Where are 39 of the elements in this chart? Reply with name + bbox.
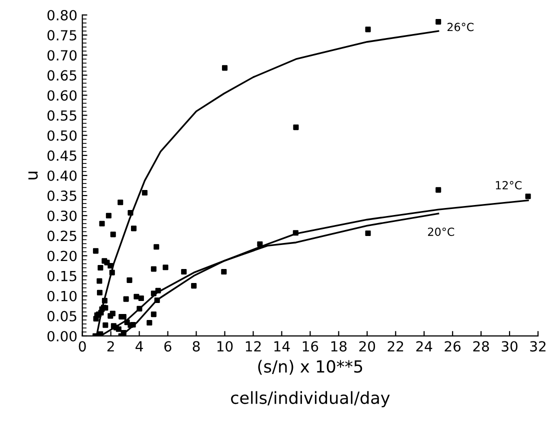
x-tick-label: 18: [331, 341, 347, 352]
y-tick-label: 0.70: [47, 50, 77, 61]
x-tick-label: 30: [502, 341, 518, 352]
x-tick-label: 4: [136, 341, 143, 352]
series-label: 12°C: [496, 181, 522, 190]
y-tick-label: 0.45: [47, 150, 76, 161]
y-tick-label: 0.15: [47, 270, 76, 282]
x-tick-label: 10: [217, 341, 233, 352]
x-tick-label: 8: [192, 341, 200, 352]
x-tick-label: 2: [107, 341, 114, 352]
x-tick-label: 12: [246, 341, 261, 352]
y-tick-label: 0.10: [47, 290, 77, 302]
y-tick-label: 0.75: [47, 30, 76, 41]
y-tick-label: 0.40: [47, 170, 77, 181]
x-tick-label: 28: [473, 341, 489, 352]
series-label: 20°C: [428, 228, 454, 236]
y-tick-label: 0.55: [47, 110, 76, 121]
x-tick-label: 22: [388, 341, 404, 352]
y-axis-title: u: [28, 172, 38, 180]
x-tick-label: 20: [359, 341, 376, 352]
y-tick-label: 0.30: [47, 210, 77, 222]
x-tick-label: 26: [444, 341, 461, 352]
y-tick-label: 0.65: [47, 70, 76, 81]
x-axis-title: (s/n) x 10**5 cells/individual/day: [231, 360, 390, 408]
x-tick-label: 32: [530, 341, 546, 352]
series-label: 26°C: [447, 22, 474, 32]
x-tick-label: 24: [416, 341, 432, 352]
x-tick-label: 14: [274, 341, 290, 352]
x-tick-label: 16: [302, 341, 318, 352]
y-tick-label: 0.00: [47, 330, 77, 342]
y-tick-label: 0.20: [47, 250, 77, 262]
y-tick-label: 0.60: [47, 90, 77, 101]
y-tick-label: 0.35: [47, 190, 76, 202]
y-tick-label: 0.25: [47, 230, 76, 242]
y-tick-label: 0.50: [47, 130, 77, 141]
y-tick-label: 0.05: [47, 310, 76, 322]
x-tick-label: 0: [78, 341, 86, 352]
y-tick-label: 0.80: [47, 10, 77, 20]
x-tick-label: 6: [164, 341, 172, 352]
